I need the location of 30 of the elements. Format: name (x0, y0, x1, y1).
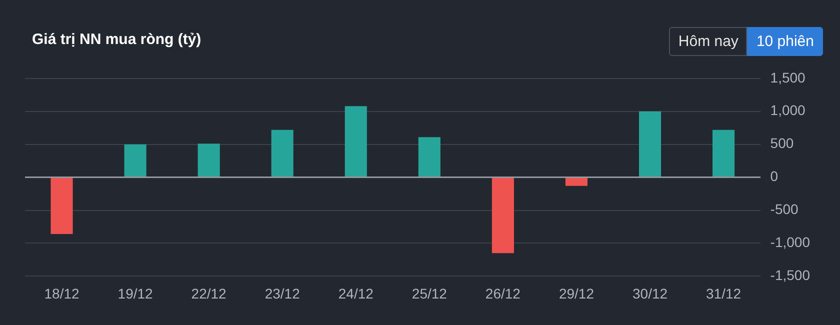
bar (198, 144, 220, 177)
text: 10 phiên (747, 27, 823, 56)
bar (124, 144, 146, 177)
y-tick-label: -1,500 (770, 267, 810, 284)
x-tick-label: 23/12 (264, 285, 300, 302)
x-tick-label: 19/12 (118, 285, 154, 302)
bar (638, 111, 662, 177)
x-tick-label: 26/12 (485, 285, 521, 302)
x-tick-label: 18/12 (44, 285, 80, 302)
y-tick-label: -1,000 (770, 234, 810, 250)
bar (344, 106, 367, 177)
y-tick-label: 500 (770, 135, 794, 152)
x-tick-label: 29/12 (558, 285, 594, 302)
bar (418, 137, 440, 177)
bar (492, 178, 514, 254)
x-tick-label: 22/12 (191, 285, 227, 302)
bar (50, 178, 73, 234)
bar (271, 130, 294, 177)
x-tick-label: 24/12 (338, 285, 374, 302)
x-tick-label: 25/12 (412, 285, 448, 302)
x-tick-label: 30/12 (632, 285, 668, 302)
x-tick-label: 31/12 (706, 285, 742, 302)
text: Hôm nay (669, 27, 748, 56)
y-tick-label: -500 (770, 201, 799, 218)
y-tick-label: 1,500 (770, 69, 806, 86)
chart-title: Giá trị NN mua ròng (tỷ) (32, 31, 202, 48)
y-tick-label: 1,000 (770, 102, 806, 118)
bar (565, 178, 588, 186)
bar (712, 130, 735, 177)
y-tick-label: 0 (770, 168, 778, 184)
